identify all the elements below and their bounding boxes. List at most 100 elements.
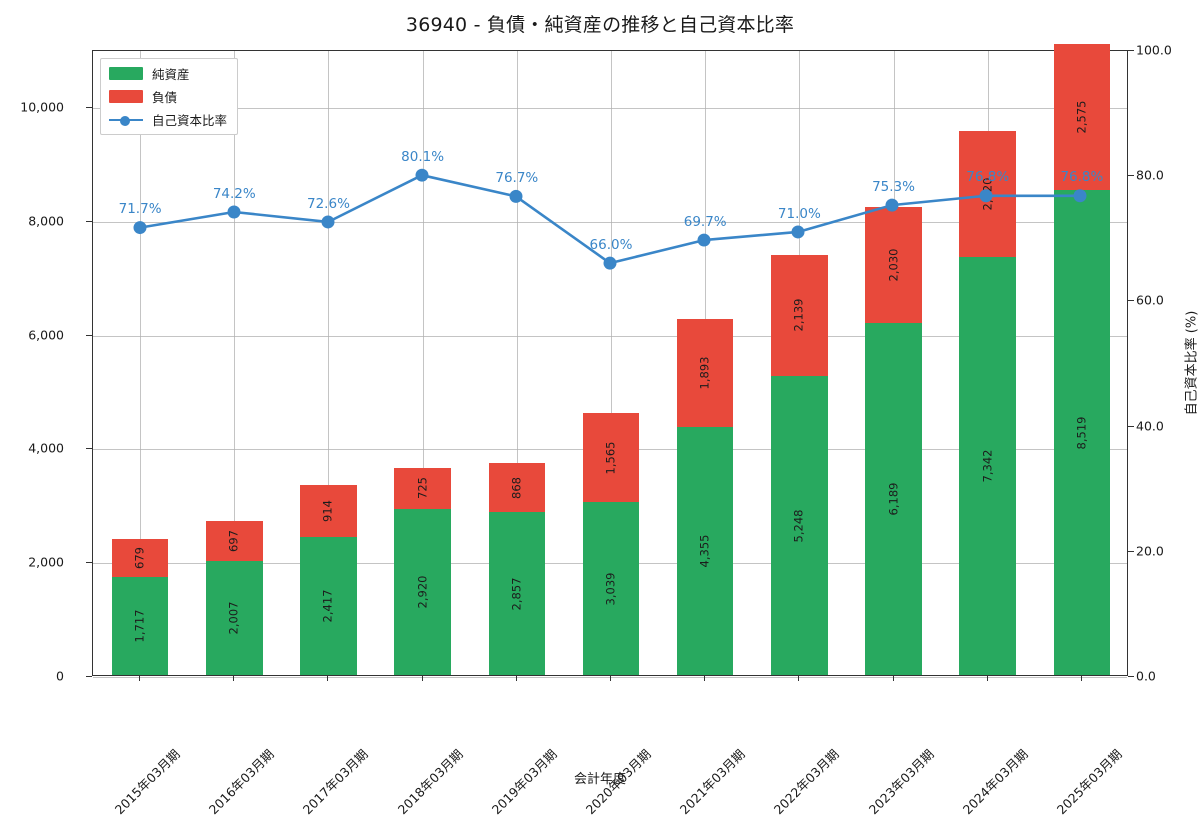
y-axis-tick-right: 20.0: [1136, 543, 1164, 559]
bar-segment-equity[interactable]: 7,342: [959, 257, 1016, 675]
bar-segment-equity[interactable]: 5,248: [771, 376, 828, 675]
bar-group[interactable]: 1,565 3,039: [582, 413, 640, 675]
bar-segment-debt[interactable]: 725: [394, 467, 451, 509]
ratio-value-label: 69.7%: [683, 213, 727, 230]
ratio-value-label: 76.8%: [966, 169, 1010, 186]
legend-label-equity: 純資産: [152, 67, 190, 82]
y-axis-tick-mark-left: [86, 562, 92, 564]
ratio-line-layer: 71.7% 74.2% 72.6% 80.1% 76.7% 66.0% 69.7% 71.0%…: [93, 51, 1127, 675]
bar-segment-equity[interactable]: 3,039: [582, 502, 640, 675]
plot-area: 679 1,717 697 2,007 914 2,417 725 2,920 868 2,857…: [92, 43, 1128, 678]
legend-label-debt: 負債: [152, 90, 178, 105]
ratio-value-label: 71.7%: [118, 201, 162, 218]
ratio-data-point[interactable]: [321, 215, 335, 229]
y-axis-tick-mark-right: [1128, 425, 1134, 427]
bar-segment-equity[interactable]: 8,519: [1053, 190, 1111, 675]
bar-segment-equity[interactable]: 2,920: [394, 508, 451, 675]
y-axis-tick-right: 0.0: [1136, 668, 1156, 684]
bar-segment-debt[interactable]: 697: [206, 521, 263, 561]
y-axis-tick-mark-left: [86, 448, 92, 450]
y-axis-tick-left: 6,000: [28, 327, 64, 343]
bar-group[interactable]: 697 2,007: [206, 521, 263, 675]
y-axis-tick-mark-right: [1128, 50, 1134, 51]
ratio-data-point[interactable]: [133, 221, 147, 235]
x-axis-tick-mark: [892, 676, 894, 681]
bars-layer: 679 1,717 697 2,007 914 2,417 725 2,920 868 2,857…: [93, 43, 1127, 675]
bar-segment-debt[interactable]: 2,030: [865, 207, 922, 323]
y-axis-tick-left: 2,000: [28, 554, 64, 570]
y-axis-tick-left: 8,000: [28, 213, 64, 229]
y-axis-tick-mark-left: [86, 676, 92, 677]
legend-swatch-ratio-icon: [109, 113, 143, 126]
bar-segment-debt[interactable]: 2,139: [771, 254, 828, 377]
legend-swatch-debt-icon: [109, 90, 143, 103]
ratio-data-point[interactable]: [697, 233, 711, 247]
y-axis-tick-left: 10,000: [20, 99, 64, 115]
legend-swatch-equity-icon: [109, 67, 143, 80]
legend-item-equity[interactable]: 純資産: [109, 65, 227, 82]
bar-segment-debt[interactable]: 2,575: [1053, 43, 1111, 191]
chart-figure: 36940 - 負債・純資産の推移と自己資本比率 679 1,717 697 2,00…: [20, 14, 1200, 817]
x-axis-tick-mark: [610, 676, 611, 681]
bar-segment-debt[interactable]: 1,893: [676, 319, 734, 428]
y-axis-tick-right: 100.0: [1136, 42, 1172, 58]
x-axis-tick-mark: [327, 676, 329, 681]
bar-segment-equity[interactable]: 6,189: [865, 322, 922, 675]
x-axis-tick-mark: [1080, 676, 1082, 681]
ratio-data-point[interactable]: [603, 256, 617, 270]
bar-segment-equity[interactable]: 2,007: [206, 560, 263, 675]
ratio-value-label: 66.0%: [589, 236, 633, 253]
bar-segment-equity[interactable]: 2,417: [300, 537, 357, 675]
ratio-value-label: 80.1%: [401, 148, 445, 165]
y-axis-tick-mark-left: [86, 106, 92, 108]
ratio-data-point[interactable]: [979, 189, 993, 203]
bar-segment-equity[interactable]: 4,355: [676, 427, 734, 675]
ratio-data-point[interactable]: [885, 198, 899, 212]
y-axis-tick-mark-right: [1128, 300, 1134, 302]
x-axis-tick-mark: [421, 676, 423, 681]
ratio-value-label: 71.0%: [777, 205, 821, 222]
x-axis-tick-mark: [233, 676, 235, 681]
bar-group[interactable]: 2,575 8,519: [1053, 43, 1111, 675]
ratio-value-label: 76.8%: [1060, 169, 1104, 186]
legend-label-ratio: 自己資本比率: [152, 113, 228, 128]
y-axis-tick-right: 60.0: [1136, 292, 1164, 308]
y-axis-tick-left: 4,000: [28, 440, 64, 456]
ratio-data-point[interactable]: [415, 168, 429, 182]
bar-group[interactable]: 868 2,857: [488, 463, 546, 675]
ratio-data-point[interactable]: [509, 189, 523, 203]
bar-segment-debt[interactable]: 868: [488, 463, 546, 513]
y-axis-tick-mark-right: [1128, 175, 1134, 177]
ratio-line-svg: [133, 168, 1087, 270]
bar-segment-equity[interactable]: 2,857: [488, 512, 546, 675]
ratio-data-point[interactable]: [227, 205, 241, 219]
legend-item-debt[interactable]: 負債: [109, 88, 227, 105]
ratio-data-point[interactable]: [1073, 189, 1087, 203]
ratio-data-point[interactable]: [791, 225, 805, 239]
y-axis-label-right: 自己資本比率 (%): [1184, 310, 1200, 416]
x-axis-tick-mark: [798, 676, 800, 681]
x-axis-label: 会計年度: [573, 772, 626, 787]
bar-group[interactable]: 2,139 5,248: [771, 254, 828, 675]
y-axis-tick-mark-right: [1128, 550, 1134, 552]
x-axis-tick-mark: [139, 676, 141, 681]
y-axis-tick-mark-right: [1128, 676, 1134, 677]
page-title: 36940 - 負債・純資産の推移と自己資本比率: [405, 14, 795, 36]
bar-segment-debt[interactable]: 1,565: [582, 413, 640, 503]
ratio-value-label: 76.7%: [495, 169, 539, 186]
bar-group[interactable]: 679 1,717: [111, 538, 169, 675]
y-axis-tick-right: 80.0: [1136, 167, 1164, 183]
bar-group[interactable]: 725 2,920: [394, 467, 451, 675]
legend-item-ratio[interactable]: 自己資本比率: [109, 111, 227, 128]
x-axis-tick-mark: [704, 676, 706, 681]
bar-segment-equity[interactable]: 1,717: [111, 577, 169, 675]
ratio-value-label: 75.3%: [872, 178, 915, 195]
bar-segment-debt[interactable]: 914: [300, 485, 357, 538]
legend: 純資産 負債 自己資本比率: [100, 58, 239, 135]
bar-group[interactable]: 914 2,417: [300, 485, 357, 675]
bar-segment-debt[interactable]: 679: [111, 538, 169, 578]
y-axis-tick-mark-left: [86, 220, 92, 222]
y-axis-tick-right: 40.0: [1136, 418, 1164, 434]
bar-group[interactable]: 1,893 4,355: [676, 319, 734, 675]
bar-group[interactable]: 2,030 6,189: [865, 207, 922, 675]
